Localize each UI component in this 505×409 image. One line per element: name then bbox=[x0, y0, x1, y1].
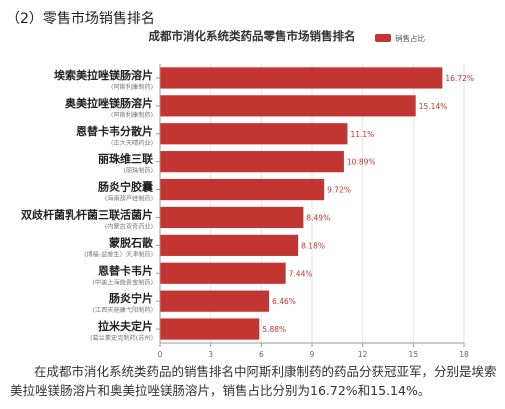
x-tick-label: 3 bbox=[208, 350, 213, 359]
category-label: 拉米夫定片 bbox=[98, 319, 153, 333]
bar[interactable] bbox=[160, 318, 260, 340]
category-maker-label: (江西天施康弋阳制药) bbox=[92, 306, 153, 314]
bar[interactable] bbox=[160, 290, 270, 312]
category-label: 奥美拉唑镁肠溶片 bbox=[64, 96, 153, 110]
bar[interactable] bbox=[160, 95, 416, 117]
category-maker-label: (葛兰素史克制药(苏州) bbox=[90, 334, 153, 342]
x-tick-label: 9 bbox=[310, 350, 315, 359]
bar[interactable] bbox=[160, 123, 348, 145]
bar-value-label: 7.44% bbox=[289, 269, 313, 278]
category-label: 埃索美拉唑镁肠溶片 bbox=[54, 68, 153, 82]
legend-swatch[interactable] bbox=[375, 34, 391, 42]
category-label: 肠炎宁胶囊 bbox=[98, 180, 154, 194]
legend-label[interactable]: 销售占比 bbox=[395, 33, 425, 43]
category-maker-label: (博福-益普生）天津制药) bbox=[84, 250, 153, 258]
bar-chart: 成都市消化系统类药品零售市场销售排名 销售占比 16.72% 15.14% 11.1… bbox=[21, 29, 474, 359]
bar-value-label: 11.1% bbox=[350, 130, 374, 139]
category-label: 恩替卡韦片 bbox=[98, 263, 153, 277]
x-tick-label: 18 bbox=[459, 350, 469, 359]
x-tick-label: 6 bbox=[259, 350, 264, 359]
bar-value-label: 10.89% bbox=[347, 158, 376, 167]
category-label: 双歧杆菌乳杆菌三联活菌片 bbox=[21, 207, 153, 221]
category-maker-label: (海南葫芦娃制药) bbox=[105, 195, 153, 203]
category-label: 肠炎宁片 bbox=[109, 291, 153, 305]
bar[interactable] bbox=[160, 67, 443, 89]
bar[interactable] bbox=[160, 151, 344, 173]
x-tick-label: 0 bbox=[158, 350, 163, 359]
category-label: 蒙脱石散 bbox=[109, 235, 154, 249]
category-maker-label: (阿斯利康制药) bbox=[111, 111, 153, 119]
category-maker-label: (正大天晴药业) bbox=[111, 139, 153, 147]
category-maker-label: (中美上海施贵宝制药) bbox=[92, 278, 153, 286]
bar-value-label: 15.14% bbox=[419, 102, 448, 111]
chart-title: 成都市消化系统类药品零售市场销售排名 bbox=[149, 29, 356, 43]
category-maker-label: (丽珠制药) bbox=[123, 167, 153, 175]
category-maker-label: (阿斯利康制药) bbox=[111, 83, 153, 91]
bar-value-label: 16.72% bbox=[445, 74, 474, 83]
bar-value-label: 8.49% bbox=[306, 213, 330, 222]
category-label: 恩替卡韦分散片 bbox=[76, 124, 153, 138]
caption-paragraph: 在成都市消化系统类药品的销售排名中阿斯利康制药的药品分获冠亚军，分别是埃索美拉唑… bbox=[10, 364, 497, 398]
bar[interactable] bbox=[160, 262, 286, 284]
category-label: 丽珠维三联 bbox=[98, 152, 153, 166]
bar[interactable] bbox=[160, 234, 299, 256]
bar-value-label: 8.18% bbox=[301, 241, 325, 250]
bar-value-label: 6.46% bbox=[272, 297, 296, 306]
bar-value-label: 9.72% bbox=[327, 186, 351, 195]
bar[interactable] bbox=[160, 178, 325, 201]
x-tick-label: 12 bbox=[358, 350, 368, 359]
bar[interactable] bbox=[160, 206, 304, 229]
bar-value-label: 5.88% bbox=[262, 325, 286, 334]
category-maker-label: (内蒙古双奇药业) bbox=[105, 222, 153, 230]
x-tick-label: 15 bbox=[409, 350, 419, 359]
section-heading: （2）零售市场销售排名 bbox=[6, 11, 155, 27]
